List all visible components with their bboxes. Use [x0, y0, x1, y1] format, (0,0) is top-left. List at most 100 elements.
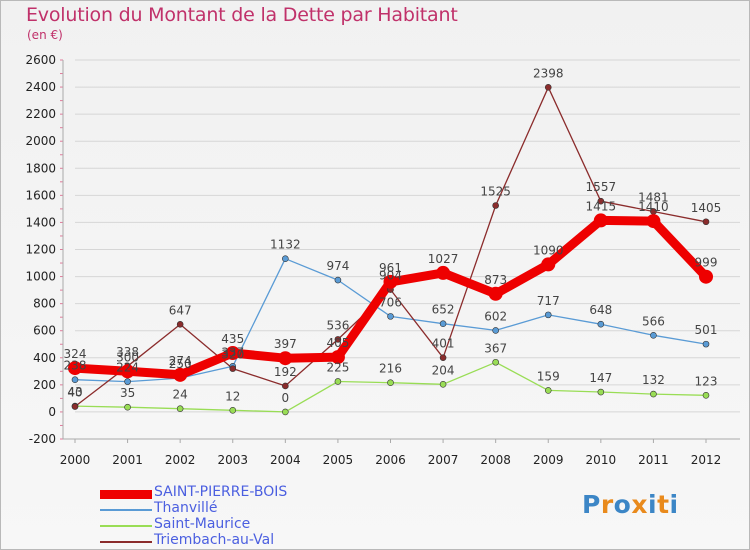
data-label: 2398 — [533, 66, 564, 80]
data-label: 216 — [379, 362, 402, 376]
series-points — [68, 84, 713, 416]
logo-letter: t — [657, 490, 670, 519]
data-label: 24 — [173, 388, 188, 402]
data-label: 647 — [169, 303, 192, 317]
y-tick-label: -200 — [29, 432, 56, 446]
y-tick-label: 1600 — [25, 188, 56, 202]
data-label: 320 — [221, 348, 244, 362]
chart-unit: (en €) — [27, 28, 63, 42]
data-label: 1410 — [638, 200, 669, 214]
data-point — [71, 376, 79, 384]
x-tick-label: 2008 — [480, 453, 511, 467]
data-label: 274 — [169, 354, 192, 368]
data-label: 224 — [116, 361, 139, 375]
data-point — [699, 269, 713, 284]
data-label: 238 — [64, 359, 87, 373]
data-point — [439, 354, 447, 361]
data-point — [488, 286, 503, 301]
data-point — [492, 327, 499, 334]
y-tick-label: 1200 — [25, 243, 56, 257]
data-point — [71, 403, 79, 410]
legend-swatch — [100, 489, 152, 499]
data-point — [330, 350, 345, 365]
data-point — [176, 321, 184, 328]
y-tick-label: 400 — [33, 351, 56, 365]
data-label: 324 — [64, 347, 87, 361]
data-label: 401 — [432, 337, 455, 351]
data-label: 192 — [274, 365, 297, 379]
y-tick-label: 200 — [33, 378, 56, 392]
data-point — [229, 365, 237, 372]
data-label: 159 — [537, 369, 560, 383]
x-tick-label: 2007 — [428, 453, 459, 467]
data-label: 717 — [537, 294, 560, 308]
data-point — [597, 388, 605, 396]
data-point — [702, 218, 710, 226]
logo-letter: i — [669, 490, 679, 519]
data-label: 367 — [484, 341, 507, 355]
x-tick-label: 2002 — [165, 453, 196, 467]
data-label: 43 — [67, 385, 82, 399]
data-point — [225, 346, 240, 361]
x-tick-label: 2011 — [638, 453, 669, 467]
data-label: 1481 — [638, 190, 669, 204]
data-label: 602 — [484, 309, 507, 323]
x-tick-label: 2012 — [691, 453, 722, 467]
data-label: 1027 — [428, 252, 459, 266]
data-label: 873 — [484, 273, 507, 287]
data-label: 974 — [326, 259, 349, 273]
logo-letter: P — [582, 490, 601, 519]
data-label: 1405 — [691, 201, 722, 215]
data-point — [334, 276, 342, 284]
data-point — [173, 367, 188, 382]
data-point — [492, 358, 499, 366]
x-tick-label: 2005 — [323, 453, 354, 467]
proxiti-logo: Proxiti — [582, 490, 679, 519]
data-point — [593, 213, 608, 228]
y-tick-label: 2200 — [25, 107, 56, 121]
y-tick-label: 2600 — [25, 53, 56, 67]
data-label: 147 — [589, 371, 612, 385]
data-label: 904 — [379, 269, 402, 283]
x-tick-label: 2003 — [217, 453, 248, 467]
data-point — [334, 378, 342, 385]
data-point — [597, 320, 605, 328]
legend-label: SAINT-PIERRE-BOIS — [154, 484, 288, 500]
axes — [60, 59, 740, 443]
chart-title: Evolution du Montant de la Dette par Hab… — [26, 4, 458, 26]
legend-item: SAINT-PIERRE-BOIS — [100, 484, 400, 502]
legend-item: Thanvillé — [100, 500, 400, 518]
data-point — [544, 387, 552, 394]
data-point — [282, 382, 289, 390]
x-tick-label: 2009 — [533, 453, 564, 467]
data-label: 501 — [695, 323, 718, 337]
data-point — [541, 257, 556, 272]
legend-item: Saint-Maurice — [100, 516, 400, 534]
x-tick-label: 2000 — [60, 453, 91, 467]
data-point — [334, 336, 342, 343]
data-label: 132 — [642, 373, 665, 387]
legend-label: Saint-Maurice — [154, 516, 251, 532]
x-tick-label: 2006 — [375, 453, 406, 467]
data-label: 1557 — [586, 180, 617, 194]
data-point — [702, 340, 710, 348]
data-label: 397 — [274, 337, 297, 351]
data-point — [120, 364, 135, 379]
data-label: 12 — [225, 389, 240, 403]
y-tick-label: 0 — [48, 405, 56, 419]
data-label: 1132 — [270, 238, 301, 252]
data-label: 566 — [642, 314, 665, 328]
x-tick-label: 2010 — [586, 453, 617, 467]
data-point — [387, 379, 394, 386]
legend-item: Triembach-au-Val — [100, 532, 400, 550]
data-label: 435 — [221, 332, 244, 346]
data-label: 405 — [326, 336, 349, 350]
data-point — [646, 214, 661, 229]
data-label: 35 — [120, 386, 135, 400]
data-point — [124, 403, 131, 411]
legend: SAINT-PIERRE-BOIS Thanvillé Saint-Maurice T… — [100, 484, 400, 550]
legend-swatch — [100, 541, 152, 543]
tick-labels: -200020040060080010001200140016001800200… — [25, 53, 721, 467]
